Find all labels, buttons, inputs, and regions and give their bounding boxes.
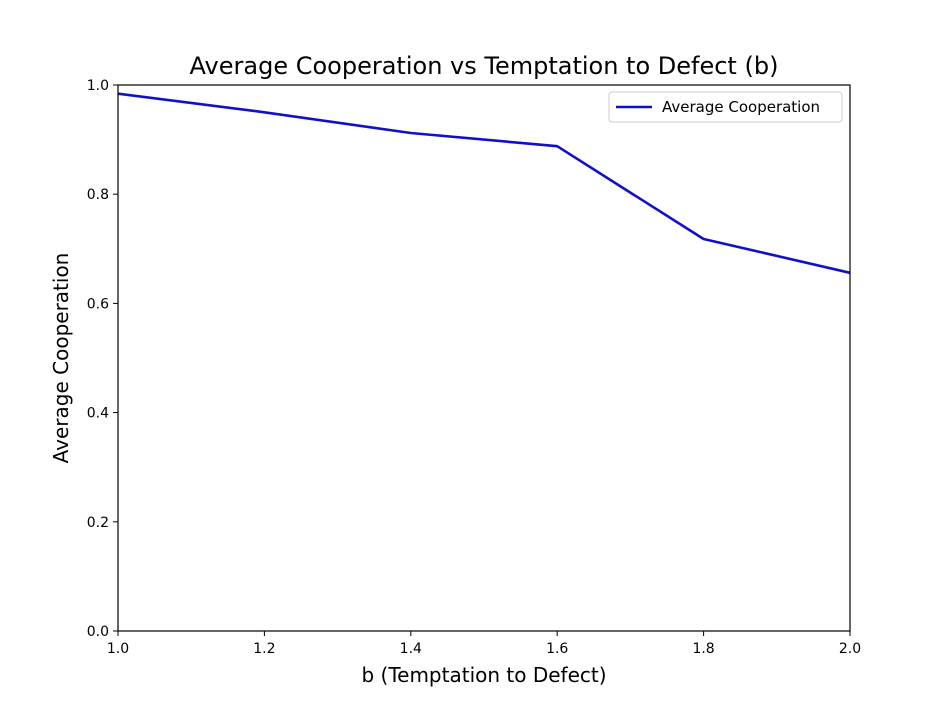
legend: Average Cooperation bbox=[608, 91, 843, 123]
y-tick-label: 0.2 bbox=[87, 515, 109, 531]
x-tick-label: 1.0 bbox=[107, 641, 129, 657]
x-axis-title: b (Temptation to Defect) bbox=[361, 663, 606, 687]
x-tick-label: 1.8 bbox=[692, 641, 714, 657]
x-tick-label: 2.0 bbox=[839, 641, 861, 657]
y-tick-label: 1.0 bbox=[87, 78, 109, 94]
series-line-average-cooperation bbox=[117, 92, 851, 275]
plot-area: 1.0 1.2 1.4 1.6 1.8 2.0 0.0 0.2 0.4 0.6 0.8 1.0 bbox=[87, 78, 861, 657]
chart-title: Average Cooperation vs Temptation to Def… bbox=[190, 52, 779, 80]
y-tick-label: 0.6 bbox=[87, 296, 109, 312]
x-tick-label: 1.4 bbox=[400, 641, 422, 657]
y-axis-title: Average Cooperation bbox=[49, 253, 73, 464]
y-tick-label: 0.4 bbox=[87, 406, 109, 422]
legend-label: Average Cooperation bbox=[662, 98, 820, 116]
y-tick-label: 0.0 bbox=[87, 624, 109, 640]
y-tick-label: 0.8 bbox=[87, 187, 109, 203]
x-tick-label: 1.6 bbox=[546, 641, 568, 657]
plot-frame bbox=[117, 84, 851, 632]
x-tick-label: 1.2 bbox=[253, 641, 275, 657]
legend-box bbox=[608, 91, 843, 123]
